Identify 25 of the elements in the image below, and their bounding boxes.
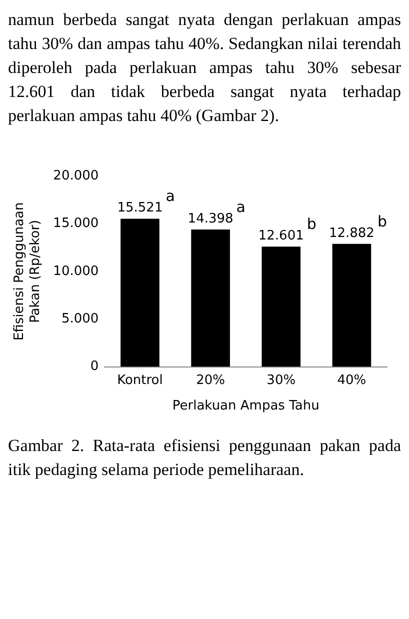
- data-label: 15.521: [117, 200, 163, 216]
- x-tick-label: 20%: [196, 372, 226, 388]
- data-label: 12.601: [258, 228, 304, 244]
- bar: [332, 244, 372, 367]
- annotation: a: [166, 187, 175, 206]
- text: Gambar 2. Rata-rata efisiensi penggunaan pakan pada itik pedaging selama periode pemeliharaan.: [8, 435, 401, 481]
- y-tick-label: 20.000: [53, 168, 99, 184]
- y-tick-label: 5.000: [61, 311, 99, 326]
- bar: [191, 229, 230, 367]
- y-tick-label: 15.000: [53, 216, 99, 232]
- x-tick-label: Kontrol: [117, 372, 163, 388]
- x-tick-label: 30%: [266, 372, 296, 388]
- annotation: a: [236, 198, 246, 216]
- data-label: 14.398: [188, 211, 234, 226]
- y-tick-label: 10.000: [53, 264, 99, 279]
- x-tick-label: 40%: [337, 372, 366, 388]
- y-tick-label: 0: [90, 359, 99, 374]
- x-axis-title: Perlakuan Ampas Tahu: [172, 398, 320, 414]
- data-label: 12.882: [328, 226, 374, 241]
- annotation: b: [306, 214, 316, 233]
- bar: [262, 246, 301, 367]
- annotation: b: [377, 212, 387, 230]
- bar: [120, 218, 160, 367]
- text: namun berbeda sangat nyata dengan perlakuan ampas tahu 30% dan ampas tahu 40%. Sedangkan nilai terendah diperoleh pada perlakuan ampas tahu 30% sebesar 12.601 dan tidak berbeda sangat nyata terhadap perlakuan ampas tahu 40% (Gambar 2).: [8, 9, 401, 127]
- y-axis-title: Efisiensi Penggunaan Pakan (Rp/ekor): [12, 202, 43, 341]
